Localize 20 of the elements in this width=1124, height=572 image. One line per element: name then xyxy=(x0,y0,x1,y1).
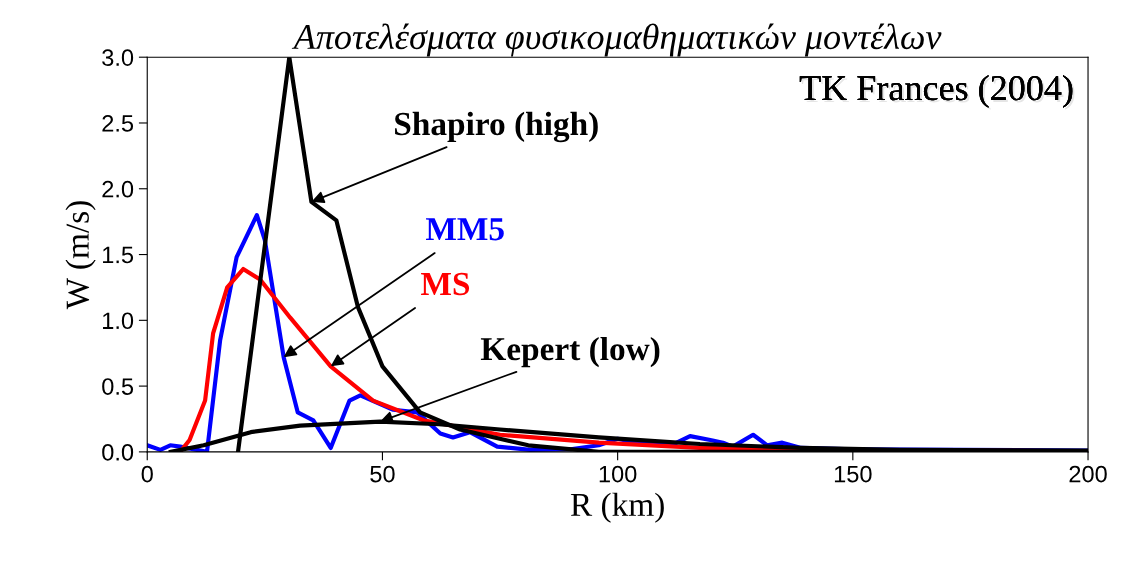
legend-label: Kepert (low) xyxy=(480,336,660,368)
y-tick-label: 1.0 xyxy=(103,312,134,330)
x-axis-title: R (km) xyxy=(570,492,664,523)
x-tick-label: 50 xyxy=(370,465,395,483)
text: MS xyxy=(421,272,470,296)
y-tick-label: 2.0 xyxy=(102,180,134,198)
x-tick-label: 150 xyxy=(834,465,872,483)
y-tick-label: 1.5 xyxy=(103,246,134,264)
x-tick-label: 100 xyxy=(599,465,637,483)
annotation: TK Frances (2004) xyxy=(799,74,1075,110)
y-tick-label: 0.0 xyxy=(102,443,134,461)
text: Shapiro (high) xyxy=(395,111,598,143)
y-axis-title: W (m/s) xyxy=(65,201,96,310)
x-tick-label: 200 xyxy=(1069,465,1107,483)
text: MM5 xyxy=(426,218,504,241)
y-tick-label: 2.5 xyxy=(102,115,134,132)
chart-title: Αποτελέσματα φυσικομαθηματικών μοντέλων xyxy=(291,23,942,57)
y-tick-label: 0.5 xyxy=(102,378,134,395)
x-tick-label: 0 xyxy=(141,465,153,483)
y-tick-label: 3.0 xyxy=(102,49,134,66)
